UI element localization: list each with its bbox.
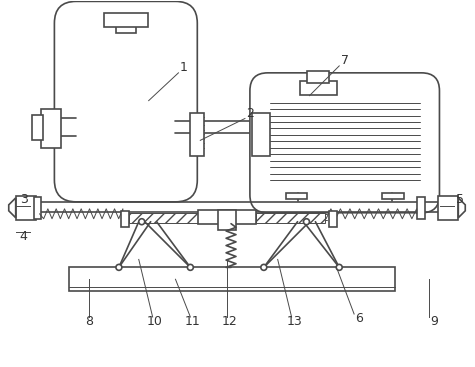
Bar bbox=[104, 13, 148, 27]
Text: 10: 10 bbox=[147, 316, 162, 328]
Text: 13: 13 bbox=[287, 316, 303, 328]
Text: 12: 12 bbox=[221, 316, 237, 328]
Text: 6: 6 bbox=[355, 312, 363, 326]
Text: 8: 8 bbox=[85, 316, 93, 328]
Circle shape bbox=[116, 264, 122, 270]
Bar bbox=[438, 196, 458, 220]
Bar bbox=[190, 113, 204, 156]
Bar bbox=[218, 210, 236, 230]
Bar bbox=[252, 113, 270, 156]
Bar bbox=[329, 211, 337, 227]
Bar bbox=[69, 268, 395, 291]
Circle shape bbox=[139, 219, 145, 225]
Text: 4: 4 bbox=[19, 230, 28, 243]
Bar bbox=[16, 196, 36, 220]
Text: 1: 1 bbox=[180, 61, 187, 75]
Circle shape bbox=[336, 264, 342, 270]
FancyBboxPatch shape bbox=[55, 1, 197, 202]
Bar bbox=[116, 23, 136, 33]
Text: 5: 5 bbox=[456, 193, 464, 206]
Bar bbox=[382, 193, 404, 199]
Bar bbox=[417, 197, 425, 219]
Bar bbox=[198, 210, 256, 224]
Polygon shape bbox=[9, 198, 16, 218]
Bar bbox=[307, 71, 329, 83]
Text: 9: 9 bbox=[430, 316, 438, 328]
Bar bbox=[34, 197, 41, 219]
Bar bbox=[300, 81, 337, 95]
FancyBboxPatch shape bbox=[250, 73, 439, 213]
Text: 2: 2 bbox=[246, 107, 254, 120]
Text: 3: 3 bbox=[19, 193, 28, 206]
Circle shape bbox=[261, 264, 267, 270]
Bar bbox=[129, 213, 198, 223]
Circle shape bbox=[304, 219, 309, 225]
Bar bbox=[31, 115, 44, 140]
Text: 7: 7 bbox=[341, 54, 349, 68]
Text: 11: 11 bbox=[184, 316, 200, 328]
Bar bbox=[121, 211, 129, 227]
Bar bbox=[285, 193, 307, 199]
Bar bbox=[41, 109, 61, 148]
Circle shape bbox=[187, 264, 193, 270]
Polygon shape bbox=[458, 198, 466, 218]
Bar bbox=[256, 213, 325, 223]
